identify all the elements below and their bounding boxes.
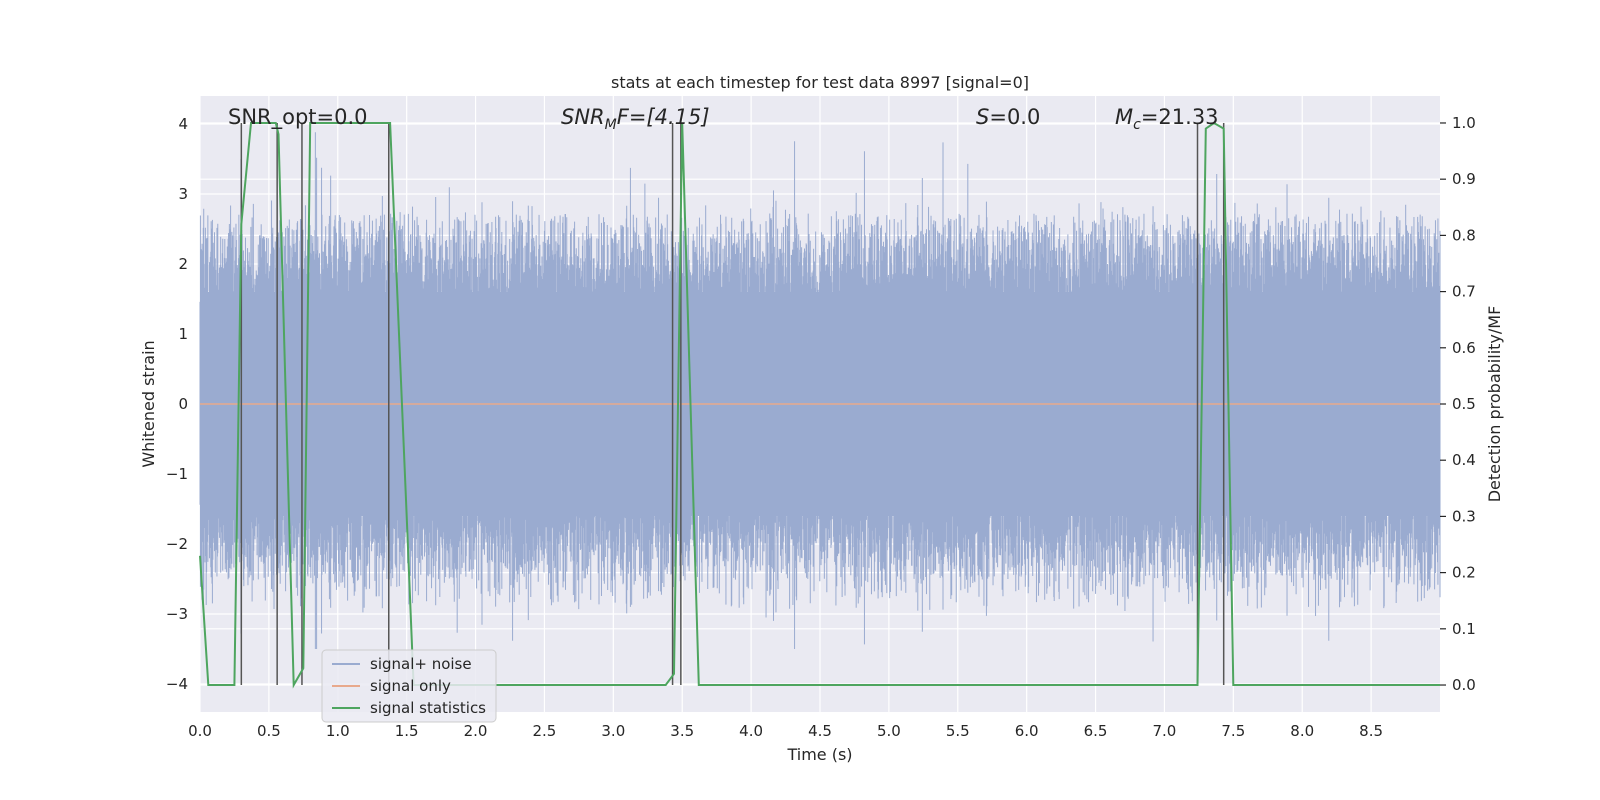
x-tick-label-5: 2.5	[533, 722, 557, 740]
y-tick-label-8: 4	[178, 115, 188, 133]
y-tick-label-right-1: 0.1	[1452, 620, 1476, 638]
x-tick-labels: 0.0 0.5 1.0 1.5 2.0 2.5 3.0 3.5 4.0 4.5 5.0 5.5 6.0 6…	[188, 722, 1383, 740]
annotation-s: S=0.0	[976, 105, 1040, 129]
y-tick-label-right-5: 0.5	[1452, 395, 1476, 413]
legend-box	[321, 649, 497, 723]
x-tick-label-9: 4.5	[808, 722, 832, 740]
signal-statistics-line	[199, 121, 1440, 689]
y-tick-label-3: −1	[166, 465, 188, 483]
legend: signal+ noise signal only signal statist…	[321, 649, 497, 723]
y-tick-label-5: 1	[178, 325, 188, 343]
y-tick-label-right-7: 0.7	[1452, 283, 1476, 301]
y-axis-label-right: Detection probability/MF	[1485, 306, 1504, 503]
y-tick-label-4: 0	[178, 395, 188, 413]
y-tick-label-right-4: 0.4	[1452, 451, 1476, 469]
series-signal-statistics	[199, 121, 1440, 689]
legend-label-signal-only: signal only	[370, 677, 451, 695]
x-tick-label-16: 8.0	[1290, 722, 1314, 740]
y-tick-label-right-0: 0.0	[1452, 676, 1476, 694]
annotation-snr-opt: SNR_opt=0.0	[228, 105, 368, 130]
x-tick-label-15: 7.5	[1221, 722, 1245, 740]
y-tick-label-right-8: 0.8	[1452, 226, 1476, 244]
y-tick-labels-right: 0.0 0.1 0.2 0.3 0.4 0.5 0.6 0.7 0.8 0.9 1.0	[1440, 114, 1476, 694]
x-tick-label-13: 6.5	[1084, 722, 1108, 740]
y-tick-label-right-6: 0.6	[1452, 339, 1476, 357]
x-tick-label-4: 2.0	[464, 722, 488, 740]
annotation-mc: Mc=21.33	[1115, 105, 1219, 133]
y-tick-label-right-3: 0.3	[1452, 507, 1476, 525]
y-tick-label-right-9: 0.9	[1452, 170, 1476, 188]
y-tick-label-right-2: 0.2	[1452, 564, 1476, 582]
x-tick-label-10: 5.0	[877, 722, 901, 740]
y-tick-label-1: −3	[166, 605, 188, 623]
x-tick-label-1: 0.5	[257, 722, 281, 740]
y-axis-label-left: Whitened strain	[139, 340, 158, 467]
x-tick-label-12: 6.0	[1015, 722, 1039, 740]
x-tick-label-11: 5.5	[946, 722, 970, 740]
legend-label-signal-statistics: signal statistics	[370, 699, 486, 717]
x-tick-label-8: 4.0	[739, 722, 763, 740]
x-tick-label-3: 1.5	[395, 722, 419, 740]
x-tick-label-6: 3.0	[601, 722, 625, 740]
y-tick-label-7: 3	[178, 185, 188, 203]
x-tick-label-14: 7.0	[1153, 722, 1177, 740]
x-axis-label: Time (s)	[786, 745, 852, 764]
x-tick-label-2: 1.0	[326, 722, 350, 740]
x-tick-label-0: 0.0	[188, 722, 212, 740]
chart-title: stats at each timestep for test data 899…	[611, 73, 1029, 92]
x-tick-label-7: 3.5	[670, 722, 694, 740]
y-tick-label-right-10: 1.0	[1452, 114, 1476, 132]
y-tick-label-2: −2	[166, 535, 188, 553]
y-tick-labels-left: −4 −3 −2 −1 0 1 2 3 4	[166, 115, 188, 693]
x-tick-label-17: 8.5	[1359, 722, 1383, 740]
y-tick-label-0: −4	[166, 675, 188, 693]
legend-label-signal-plus-noise: signal+ noise	[370, 655, 472, 673]
y-tick-label-6: 2	[178, 255, 188, 273]
annotation-snr-mf: SNRMF=[4.15]	[561, 105, 710, 133]
